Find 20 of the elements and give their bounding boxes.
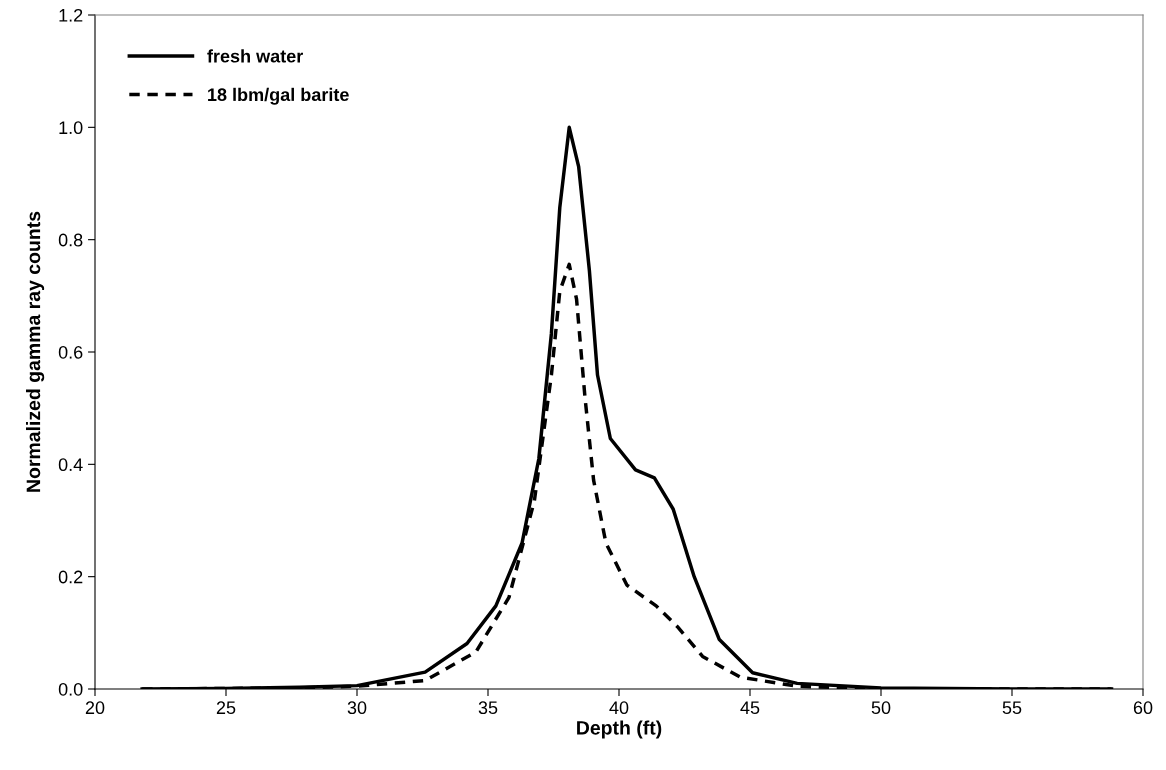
y-tick-label: 0.8 xyxy=(58,233,83,247)
x-tick-label: 50 xyxy=(871,701,891,715)
x-tick-label: 55 xyxy=(1002,701,1022,715)
y-tick-label: 0.4 xyxy=(58,458,83,472)
legend-label: fresh water xyxy=(207,49,304,63)
x-tick-label: 30 xyxy=(347,701,367,715)
y-tick-label: 0.6 xyxy=(58,345,83,359)
x-tick-label: 25 xyxy=(216,701,236,715)
y-tick-label: 0.0 xyxy=(58,682,83,696)
x-tick-label: 60 xyxy=(1133,701,1153,715)
y-tick-label: 1.2 xyxy=(59,8,83,22)
x-tick-label: 35 xyxy=(478,701,498,715)
y-tick-label: 1.0 xyxy=(59,121,83,135)
y-tick-label: 0.2 xyxy=(58,570,83,584)
x-tick-label: 40 xyxy=(609,701,629,715)
x-axis-title: Depth (ft) xyxy=(577,720,662,739)
x-tick-label: 20 xyxy=(85,701,105,715)
legend-label: 18 lbm/gal barite xyxy=(208,87,349,105)
y-axis-title: Normalized gamma ray counts xyxy=(26,211,45,492)
x-tick-label: 45 xyxy=(740,701,760,715)
